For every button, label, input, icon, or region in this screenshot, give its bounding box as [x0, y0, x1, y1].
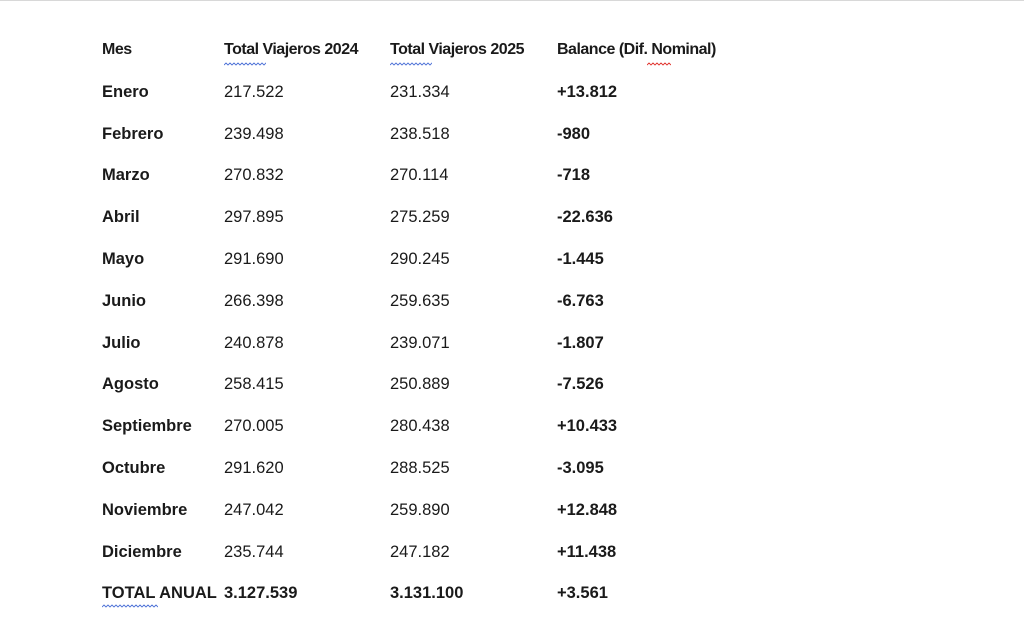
grammar-suggestion-underline[interactable] [390, 62, 432, 66]
travelers-2025-cell: 275.259 [390, 208, 450, 227]
balance-cell: -6.763 [557, 291, 604, 310]
table-row: Febrero 239.498 238.518 -980 [0, 122, 1024, 146]
travelers-2025-cell: 259.635 [390, 291, 450, 310]
spelling-error-underline[interactable] [647, 62, 671, 66]
month-cell: Octubre [102, 459, 166, 477]
table-row: Junio 266.398 259.635 -6.763 [0, 289, 1024, 313]
table-row: Noviembre 247.042 259.890 +12.848 [0, 498, 1024, 522]
month-cell: Febrero [102, 124, 164, 143]
travelers-2025-cell: 3.131.100 [390, 584, 464, 603]
travelers-2025-cell: 288.525 [390, 459, 450, 477]
month-cell: Julio [102, 333, 141, 352]
travelers-2024-cell: 239.498 [224, 124, 284, 143]
travelers-2025-cell: 259.890 [390, 500, 450, 519]
table-row: Abril 297.895 275.259 -22.636 [0, 205, 1024, 229]
table-row: Diciembre 235.744 247.182 +11.438 [0, 540, 1024, 564]
balance-cell: +13.812 [557, 82, 618, 101]
month-cell: Diciembre [102, 542, 182, 561]
balance-cell: +10.433 [557, 417, 618, 436]
balance-cell: -22.636 [557, 208, 613, 227]
travelers-2024-cell: 217.522 [224, 82, 284, 101]
table-row: Mayo 291.690 290.245 -1.445 [0, 247, 1024, 271]
column-header: Balance (Dif. Nominal) [557, 41, 716, 58]
month-cell: Noviembre [102, 500, 188, 519]
travelers-2025-cell: 280.438 [390, 417, 450, 436]
travelers-2025-cell: 238.518 [390, 124, 450, 143]
travelers-2025-cell: 231.334 [390, 82, 450, 101]
column-header: Mes [102, 41, 132, 58]
travelers-2024-cell: 258.415 [224, 375, 284, 394]
travelers-2024-cell: 247.042 [224, 500, 284, 519]
month-cell: Enero [102, 82, 149, 101]
table-total-row: TOTAL ANUAL 3.127.539 3.131.100 +3.561 [0, 581, 1024, 605]
balance-cell: -3.095 [557, 459, 604, 477]
balance-cell: -980 [557, 124, 591, 143]
month-cell: Abril [102, 208, 140, 227]
table-row: Marzo 270.832 270.114 -718 [0, 163, 1024, 187]
month-cell: Mayo [102, 250, 145, 268]
travelers-2024-cell: 291.690 [224, 250, 284, 268]
balance-cell: +12.848 [557, 500, 618, 519]
month-cell: Agosto [102, 375, 159, 394]
travelers-2025-cell: 290.245 [390, 250, 450, 268]
travelers-2024-cell: 266.398 [224, 291, 284, 310]
travelers-2024-cell: 291.620 [224, 459, 284, 477]
travelers-2024-cell: 270.005 [224, 417, 284, 436]
month-cell: Junio [102, 291, 146, 310]
travelers-2025-cell: 247.182 [390, 542, 450, 561]
table-row: Julio 240.878 239.071 -1.807 [0, 331, 1024, 355]
month-cell: Marzo [102, 166, 150, 185]
grammar-suggestion-underline[interactable] [224, 62, 266, 66]
travelers-2024-cell: 235.744 [224, 542, 284, 561]
month-cell: TOTAL ANUAL [102, 584, 217, 603]
travelers-2024-cell: 240.878 [224, 333, 284, 352]
table-row: Enero 217.522 231.334 +13.812 [0, 80, 1024, 104]
column-header: Total Viajeros 2024 [224, 41, 358, 58]
grammar-suggestion-underline[interactable] [102, 604, 158, 608]
balance-cell: -1.807 [557, 333, 604, 352]
column-header: Total Viajeros 2025 [390, 41, 524, 58]
travelers-2024-cell: 270.832 [224, 166, 284, 185]
travelers-2025-cell: 239.071 [390, 333, 450, 352]
table-row: Agosto 258.415 250.889 -7.526 [0, 372, 1024, 396]
balance-cell: +3.561 [557, 584, 608, 603]
balance-cell: -718 [557, 166, 591, 185]
table-row: Septiembre 270.005 280.438 +10.433 [0, 414, 1024, 438]
table-row: Octubre 291.620 288.525 -3.095 [0, 456, 1024, 480]
balance-cell: +11.438 [557, 542, 617, 561]
balance-cell: -7.526 [557, 375, 604, 394]
month-cell: Septiembre [102, 417, 192, 436]
table-header-row: Mes Total Viajeros 2024 Total Viajeros 202… [0, 38, 1024, 62]
travelers-2025-cell: 270.114 [390, 166, 449, 185]
page-top-border [0, 0, 1024, 1]
travelers-2024-cell: 297.895 [224, 208, 284, 227]
travelers-2025-cell: 250.889 [390, 375, 450, 394]
travelers-2024-cell: 3.127.539 [224, 584, 298, 603]
balance-cell: -1.445 [557, 250, 604, 268]
